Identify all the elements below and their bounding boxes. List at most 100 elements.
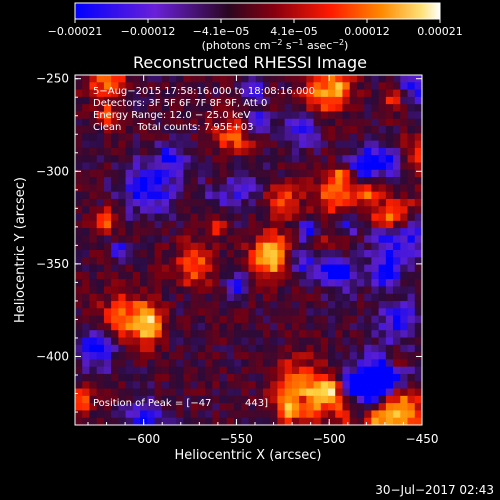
heatmap-cell [118, 169, 127, 178]
heatmap-cell [407, 198, 416, 207]
heatmap-cell [241, 388, 249, 397]
heatmap-cell [154, 388, 163, 397]
heatmap-cell [125, 344, 134, 353]
heatmap-cell [328, 279, 336, 287]
heatmap-cell [132, 228, 141, 236]
heatmap-cell [197, 82, 206, 90]
heatmap-cell [154, 118, 163, 127]
heatmap-cell [89, 242, 98, 251]
heatmap-cell [241, 140, 249, 149]
heatmap-cell [154, 293, 163, 302]
heatmap-cell [378, 104, 387, 112]
heatmap-cell [89, 104, 98, 112]
heatmap-cell [183, 293, 192, 302]
heatmap-cell [190, 308, 199, 317]
heatmap-cell [205, 177, 213, 185]
heatmap-cell [400, 330, 408, 338]
heatmap-cell [111, 373, 119, 382]
heatmap-cell [414, 330, 423, 338]
heatmap-cell [299, 359, 307, 368]
heatmap-cell [277, 286, 286, 295]
heatmap-cell [161, 388, 170, 397]
heatmap-cell [364, 177, 372, 185]
heatmap-cell [226, 155, 235, 163]
heatmap-cell [168, 344, 177, 353]
heatmap-cell [328, 235, 336, 244]
heatmap-cell [154, 257, 163, 265]
heatmap-cell [270, 301, 278, 309]
heatmap-cell [154, 337, 163, 346]
heatmap-cell [118, 111, 127, 120]
heatmap-cell [75, 359, 83, 368]
heatmap-cell [407, 388, 416, 397]
heatmap-cell [270, 388, 278, 397]
heatmap-cell [255, 279, 264, 287]
heatmap-cell [378, 395, 387, 404]
heatmap-cell [154, 75, 163, 83]
heatmap-cell [270, 395, 278, 404]
heatmap-cell [183, 388, 192, 397]
heatmap-cell [414, 352, 423, 360]
heatmap-cell [190, 126, 199, 134]
heatmap-cell [103, 198, 112, 207]
heatmap-cell [284, 388, 293, 397]
heatmap-cell [407, 191, 416, 200]
heatmap-cell [277, 322, 286, 331]
heatmap-cell [277, 359, 286, 368]
heatmap-cell [125, 228, 134, 236]
heatmap-cell [320, 169, 329, 178]
heatmap-cell [132, 82, 141, 90]
heatmap-cell [270, 271, 278, 280]
heatmap-cell [241, 264, 249, 273]
heatmap-cell [255, 381, 264, 389]
heatmap-cell [320, 359, 329, 368]
heatmap-cell [176, 184, 184, 193]
heatmap-cell [364, 206, 372, 214]
heatmap-cell [197, 403, 206, 411]
heatmap-cell [335, 111, 343, 120]
heatmap-cell [371, 381, 380, 389]
heatmap-cell [140, 162, 148, 171]
heatmap-cell [364, 242, 372, 251]
heatmap-cell [277, 235, 286, 244]
heatmap-cell [190, 330, 199, 338]
heatmap-cell [364, 147, 372, 156]
heatmap-cell [176, 301, 184, 309]
heatmap-cell [364, 191, 372, 200]
heatmap-cell [393, 126, 401, 134]
heatmap-cell [356, 403, 365, 411]
heatmap-cell [147, 206, 155, 214]
heatmap-cell [277, 111, 286, 120]
heatmap-cell [205, 388, 213, 397]
heatmap-cell [190, 366, 199, 375]
heatmap-cell [176, 133, 184, 142]
heatmap-cell [96, 213, 105, 222]
heatmap-cell [197, 162, 206, 171]
annotation-clean-counts: Clean Total counts: 7.95E+03 [93, 122, 253, 133]
heatmap-cell [320, 82, 329, 90]
heatmap-cell [234, 381, 242, 389]
heatmap-cell [356, 75, 365, 83]
heatmap-cell [378, 381, 387, 389]
heatmap-cell [96, 373, 105, 382]
heatmap-cell [299, 395, 307, 404]
heatmap-cell [183, 403, 192, 411]
heatmap-cell [306, 286, 314, 295]
heatmap-cell [414, 140, 423, 149]
heatmap-cell [226, 162, 235, 171]
heatmap-cell [385, 395, 394, 404]
heatmap-cell [385, 118, 394, 127]
heatmap-cell [320, 140, 329, 149]
heatmap-cell [385, 359, 394, 368]
heatmap-cell [313, 235, 322, 244]
heatmap-cell [234, 89, 242, 98]
heatmap-cell [356, 308, 365, 317]
heatmap-cell [255, 242, 264, 251]
heatmap-cell [132, 301, 141, 309]
heatmap-cell [226, 293, 235, 302]
heatmap-cell [356, 301, 365, 309]
heatmap-cell [306, 373, 314, 382]
heatmap-cell [385, 344, 394, 353]
heatmap-cell [89, 140, 98, 149]
heatmap-cell [414, 395, 423, 404]
